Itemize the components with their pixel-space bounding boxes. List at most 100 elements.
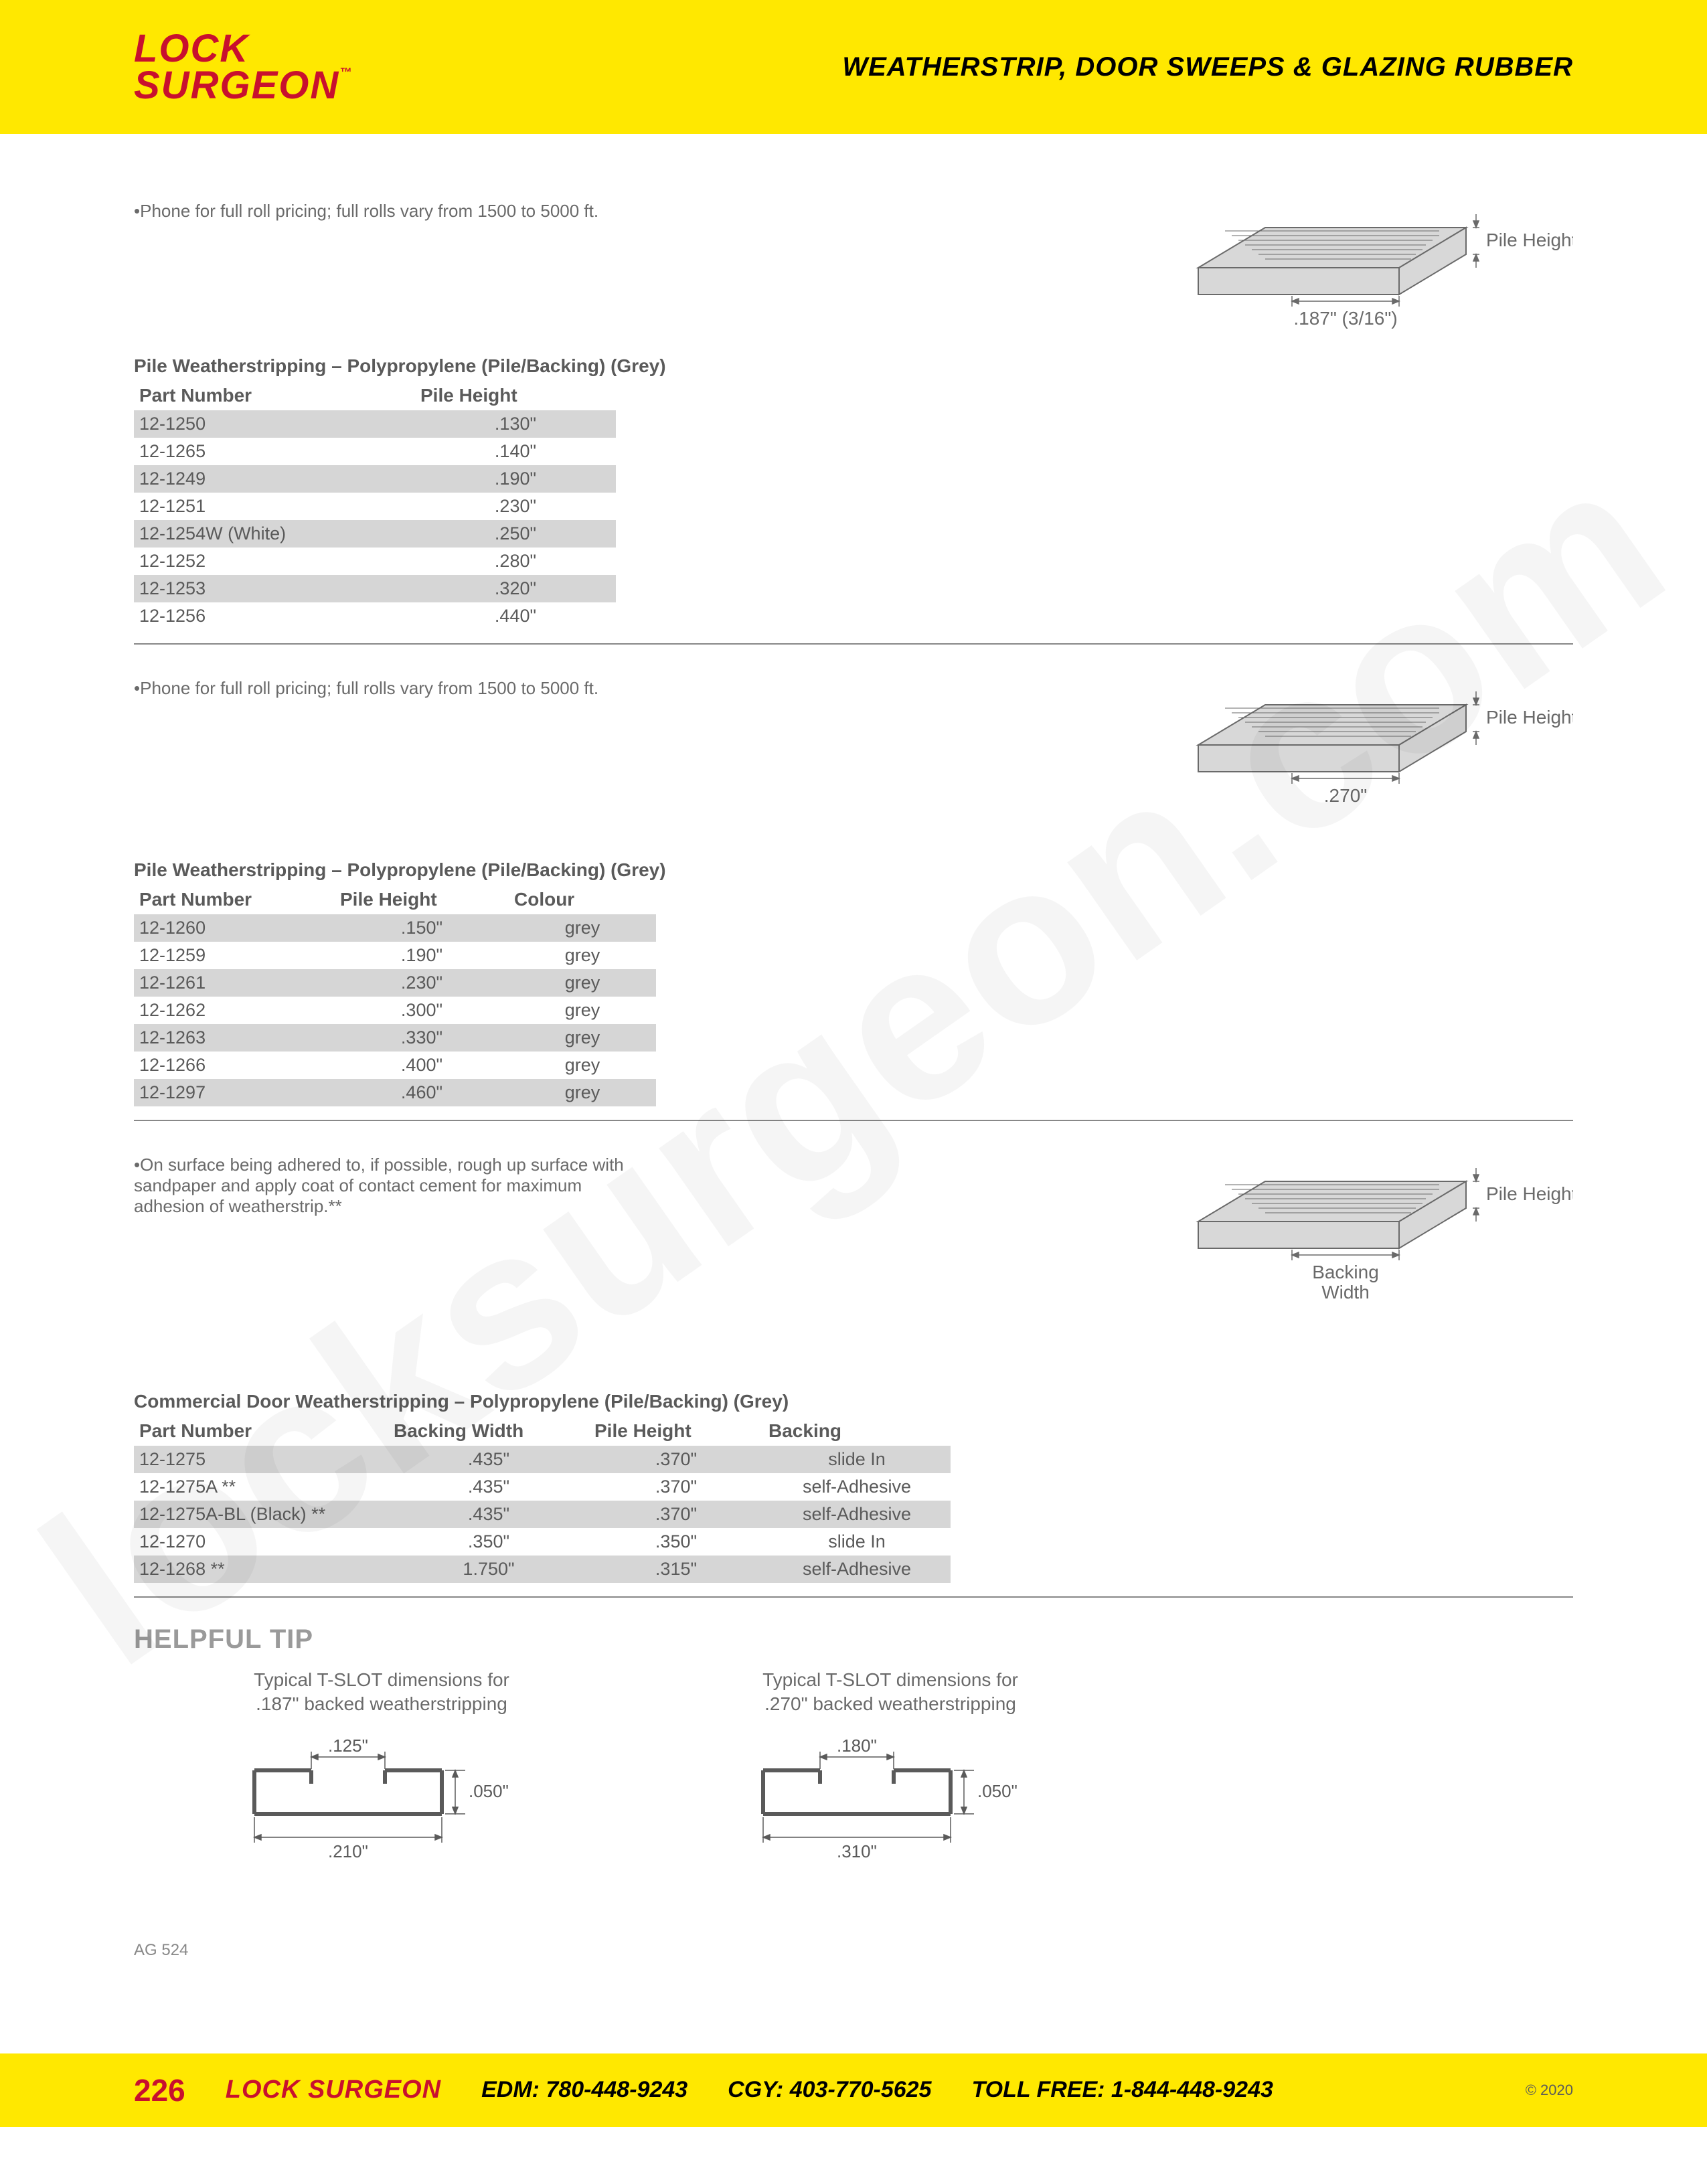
diagram-1: Pile Height .187" (3/16") [1158, 174, 1573, 365]
table-cell: 12-1263 [134, 1024, 335, 1052]
table-row: 12-1251.230" [134, 493, 616, 520]
page-category-title: WEATHERSTRIP, DOOR SWEEPS & GLAZING RUBB… [842, 52, 1573, 82]
table3: Part NumberBacking WidthPile HeightBacki… [134, 1416, 951, 1583]
table-row: 12-1261.230"grey [134, 969, 656, 997]
footer-logo: LOCK SURGEON [226, 2076, 441, 2104]
table-row: 12-1254W (White).250" [134, 520, 616, 548]
table-cell: 12-1297 [134, 1079, 335, 1106]
section-2: •Phone for full roll pricing; full rolls… [134, 651, 1573, 1106]
table-cell: slide In [763, 1446, 951, 1473]
table-cell: self-Adhesive [763, 1501, 951, 1528]
svg-text:Pile Height: Pile Height [1486, 230, 1573, 250]
tslot2-caption: Typical T-SLOT dimensions for .270" back… [683, 1668, 1098, 1717]
table-header: Pile Height [335, 885, 509, 914]
divider-3 [134, 1596, 1573, 1598]
table-cell: self-Adhesive [763, 1556, 951, 1583]
table-cell: .370" [589, 1473, 763, 1501]
table-cell: .370" [589, 1501, 763, 1528]
table-cell: 12-1275A ** [134, 1473, 388, 1501]
table-row: 12-1270.350".350"slide In [134, 1528, 951, 1556]
helpful-tip-title: HELPFUL TIP [134, 1624, 1573, 1655]
table-cell: 12-1261 [134, 969, 335, 997]
table-row: 12-1256.440" [134, 602, 616, 630]
table-cell: 12-1266 [134, 1052, 335, 1079]
table-cell: .320" [415, 575, 616, 602]
table-cell: 12-1262 [134, 997, 335, 1024]
table-header: Pile Height [415, 381, 616, 410]
ag-code: AG 524 [134, 1941, 1573, 1960]
diagram-3: Pile Height BackingWidth [1158, 1128, 1573, 1319]
logo-line1: LOCK [134, 30, 353, 67]
table-cell: .350" [388, 1528, 589, 1556]
table-header: Backing [763, 1416, 951, 1446]
table1: Part NumberPile Height 12-1250.130"12-12… [134, 381, 616, 630]
tslot2-diagram: .180" .050" .310" [683, 1737, 1098, 1887]
table-row: 12-1275A-BL (Black) **.435".370"self-Adh… [134, 1501, 951, 1528]
tslot-2: Typical T-SLOT dimensions for .270" back… [683, 1668, 1098, 1887]
table-cell: .190" [335, 942, 509, 969]
table-cell: .130" [415, 410, 616, 438]
table-row: 12-1259.190"grey [134, 942, 656, 969]
svg-text:Pile Height: Pile Height [1486, 707, 1573, 728]
svg-text:.310": .310" [837, 1841, 877, 1861]
table-cell: .330" [335, 1024, 509, 1052]
table-cell: .140" [415, 438, 616, 465]
table-cell: 12-1251 [134, 493, 415, 520]
copyright: © 2020 [1526, 2082, 1573, 2099]
divider-2 [134, 1120, 1573, 1121]
table-cell: 12-1265 [134, 438, 415, 465]
svg-text:.270": .270" [1324, 785, 1367, 806]
table-cell: .300" [335, 997, 509, 1024]
svg-text:Pile Height: Pile Height [1486, 1183, 1573, 1204]
tslot1-caption: Typical T-SLOT dimensions for .187" back… [174, 1668, 589, 1717]
table-cell: grey [509, 969, 656, 997]
tslot1-diagram: .125" .050" .210" [174, 1737, 589, 1887]
svg-text:.050": .050" [469, 1781, 509, 1801]
table-cell: .230" [335, 969, 509, 997]
table-row: 12-1262.300"grey [134, 997, 656, 1024]
table-cell: .315" [589, 1556, 763, 1583]
table-header: Backing Width [388, 1416, 589, 1446]
table-header: Colour [509, 885, 656, 914]
table-cell: .435" [388, 1501, 589, 1528]
svg-text:Width: Width [1321, 1282, 1370, 1303]
table-cell: .350" [589, 1528, 763, 1556]
table-cell: 12-1260 [134, 914, 335, 942]
table-row: 12-1253.320" [134, 575, 616, 602]
table-cell: self-Adhesive [763, 1473, 951, 1501]
note-2: •Phone for full roll pricing; full rolls… [134, 678, 1131, 699]
diagram-2: Pile Height .270" [1158, 651, 1573, 842]
header-bar: LOCK SURGEON™ WEATHERSTRIP, DOOR SWEEPS … [0, 0, 1707, 134]
logo-tm: ™ [339, 66, 353, 79]
table-cell: 1.750" [388, 1556, 589, 1583]
svg-text:Backing: Backing [1312, 1262, 1379, 1282]
footer-cgy: CGY: 403-770-5625 [728, 2077, 931, 2103]
table-cell: 12-1250 [134, 410, 415, 438]
logo-line2: SURGEON™ [134, 67, 353, 104]
table-header: Part Number [134, 381, 415, 410]
table-cell: .370" [589, 1446, 763, 1473]
table-cell: 12-1254W (White) [134, 520, 415, 548]
table-cell: grey [509, 914, 656, 942]
table-row: 12-1265.140" [134, 438, 616, 465]
table-cell: .460" [335, 1079, 509, 1106]
table-row: 12-1297.460"grey [134, 1079, 656, 1106]
table-row: 12-1249.190" [134, 465, 616, 493]
note-3: •On surface being adhered to, if possibl… [134, 1155, 1131, 1217]
table-row: 12-1275.435".370"slide In [134, 1446, 951, 1473]
table-cell: .435" [388, 1473, 589, 1501]
table-cell: 12-1259 [134, 942, 335, 969]
table-row: 12-1266.400"grey [134, 1052, 656, 1079]
page-number: 226 [134, 2072, 185, 2108]
tslot-1: Typical T-SLOT dimensions for .187" back… [174, 1668, 589, 1887]
footer-tollfree: TOLL FREE: 1-844-448-9243 [971, 2077, 1273, 2103]
svg-text:.187" (3/16"): .187" (3/16") [1293, 308, 1397, 329]
table-header: Part Number [134, 885, 335, 914]
table-cell: 12-1270 [134, 1528, 388, 1556]
table-cell: 12-1268 ** [134, 1556, 388, 1583]
table1-title: Pile Weatherstripping – Polypropylene (P… [134, 355, 1131, 377]
svg-text:.125": .125" [328, 1737, 368, 1756]
table-header: Part Number [134, 1416, 388, 1446]
table-cell: .400" [335, 1052, 509, 1079]
table2-title: Pile Weatherstripping – Polypropylene (P… [134, 859, 1131, 881]
